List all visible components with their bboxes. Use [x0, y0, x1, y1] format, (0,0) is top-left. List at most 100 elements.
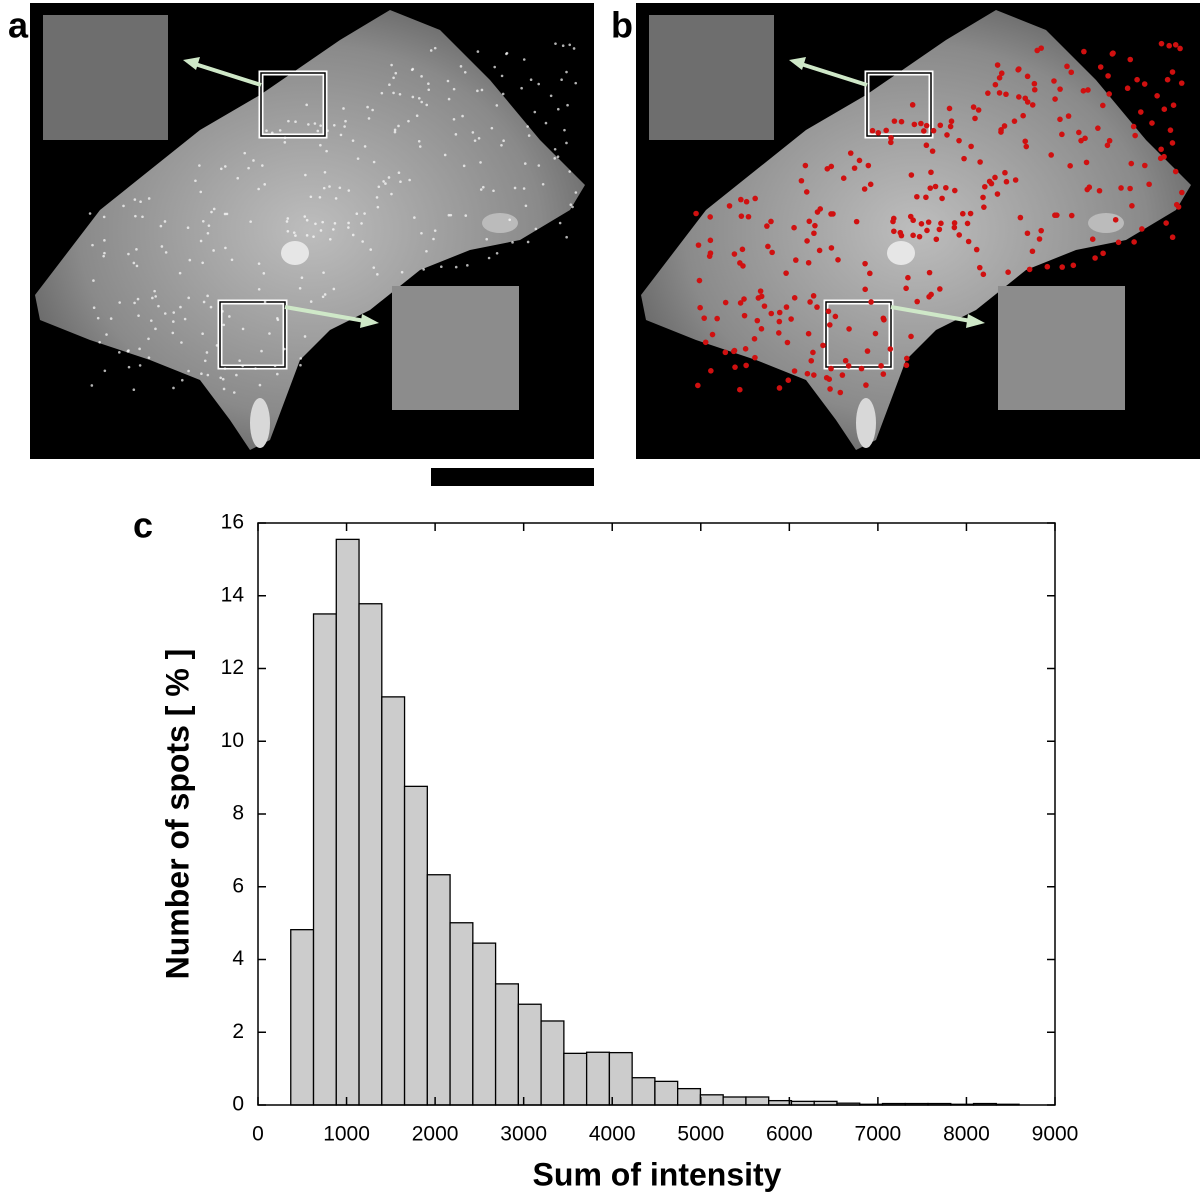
detected-spot: [798, 177, 805, 184]
detected-spot: [868, 299, 874, 305]
speck: [524, 204, 528, 208]
speck: [333, 222, 337, 225]
detected-spot: [785, 377, 792, 384]
detected-spot: [887, 346, 894, 352]
speck: [139, 200, 142, 204]
scale-bar: [431, 468, 594, 486]
speck: [98, 340, 101, 344]
speck: [454, 265, 458, 269]
speck: [223, 367, 227, 370]
speck: [420, 231, 423, 235]
speck: [299, 357, 303, 360]
speck: [447, 97, 451, 101]
speck: [363, 145, 367, 148]
speck: [505, 52, 508, 56]
detected-spot: [875, 130, 882, 136]
speck: [420, 75, 423, 78]
speck: [261, 164, 264, 167]
detected-spot: [828, 163, 835, 170]
detected-spot: [951, 187, 958, 194]
detected-spot: [695, 242, 702, 248]
speck: [411, 95, 415, 99]
detected-spot: [1130, 123, 1137, 130]
speck: [215, 344, 219, 347]
speck: [222, 323, 226, 327]
detected-spot: [975, 107, 982, 113]
speck: [433, 229, 437, 232]
detected-spot: [1024, 99, 1031, 105]
speck: [157, 304, 160, 308]
detected-spot: [847, 150, 854, 156]
y-tick-label: 12: [221, 656, 244, 679]
detected-spot: [751, 335, 758, 342]
detected-spot: [863, 382, 869, 388]
detected-spot: [810, 293, 817, 299]
detected-spot: [992, 81, 999, 88]
detected-spot: [1011, 118, 1018, 124]
speck: [299, 363, 302, 367]
speck: [187, 369, 190, 373]
detected-spot: [707, 214, 713, 220]
panel-label: b: [611, 5, 633, 46]
speck: [147, 356, 151, 359]
speck: [321, 220, 324, 224]
detected-spot: [731, 251, 738, 257]
detected-spot: [994, 62, 1001, 68]
speck: [347, 189, 351, 192]
speck: [207, 224, 211, 227]
speck: [286, 217, 290, 220]
detected-spot: [944, 132, 950, 138]
speck: [154, 295, 157, 298]
speck: [422, 268, 425, 271]
detected-spot: [861, 186, 868, 192]
speck: [537, 82, 540, 86]
detected-spot: [918, 120, 924, 127]
detected-spot: [1067, 163, 1073, 169]
detected-spot: [1057, 86, 1063, 92]
x-tick-label: 1000: [323, 1123, 370, 1146]
detected-spot: [981, 204, 987, 210]
speck: [147, 337, 150, 341]
y-tick-label: 2: [232, 1020, 244, 1043]
detected-spot: [921, 128, 927, 134]
detected-spot: [1083, 159, 1090, 166]
speck: [105, 333, 108, 336]
speck: [263, 183, 267, 186]
detected-spot: [937, 122, 944, 129]
speck: [408, 178, 411, 182]
speck: [300, 276, 304, 279]
speck: [520, 86, 523, 90]
speck: [201, 219, 205, 223]
detected-spot: [731, 348, 737, 355]
detected-spot: [925, 219, 932, 225]
detected-spot: [742, 346, 749, 352]
detected-spot: [828, 211, 834, 217]
detected-spot: [1118, 185, 1124, 191]
speck: [294, 234, 297, 237]
speck: [393, 128, 397, 132]
speck: [500, 74, 504, 78]
speck: [212, 207, 216, 211]
speck: [132, 388, 136, 391]
speck: [558, 221, 562, 225]
detected-spot: [996, 90, 1003, 96]
detected-spot: [722, 349, 729, 356]
detected-spot: [776, 318, 783, 325]
detected-spot: [939, 195, 945, 202]
detected-spot: [1059, 131, 1065, 138]
detected-spot: [1003, 178, 1010, 185]
speck: [325, 149, 328, 153]
detected-spot: [820, 342, 826, 349]
detected-spot: [827, 386, 833, 392]
speck: [526, 125, 529, 128]
detected-spot: [976, 264, 983, 271]
speck: [537, 164, 541, 167]
detected-spot: [1059, 264, 1066, 270]
speck: [199, 190, 203, 194]
speck: [258, 383, 262, 387]
detected-spot: [998, 70, 1005, 77]
detected-spot: [923, 122, 930, 129]
speck: [92, 306, 96, 310]
speck: [318, 195, 322, 199]
speck: [238, 359, 241, 362]
